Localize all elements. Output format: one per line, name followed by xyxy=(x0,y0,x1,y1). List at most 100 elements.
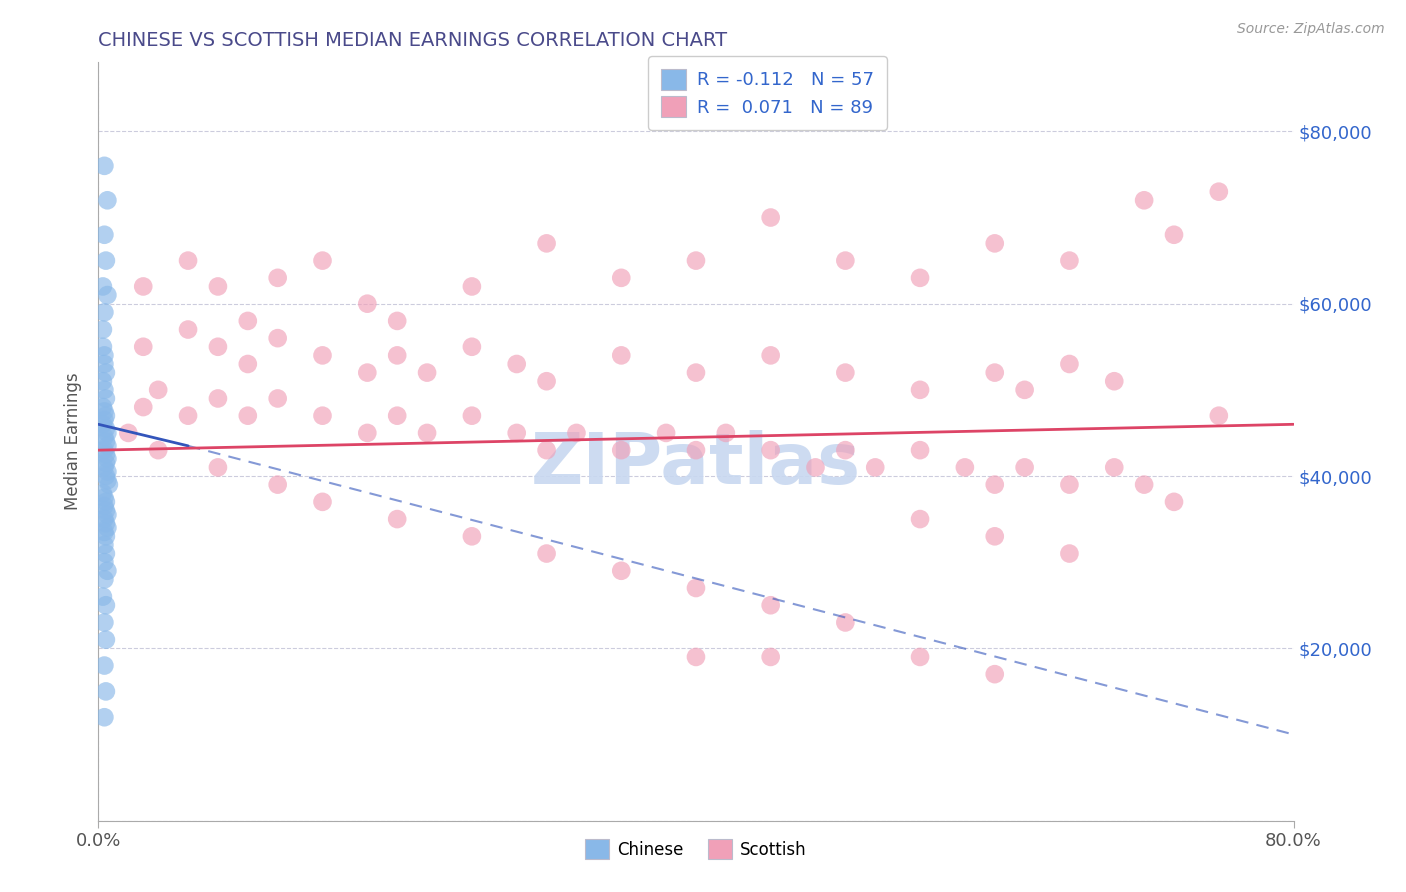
Point xyxy=(908,383,931,397)
Point xyxy=(94,516,117,531)
Point xyxy=(461,409,484,423)
Point xyxy=(97,477,120,491)
Point xyxy=(93,383,115,397)
Point xyxy=(96,521,118,535)
Point xyxy=(93,430,115,444)
Point xyxy=(506,357,529,371)
Point xyxy=(461,279,484,293)
Point xyxy=(356,425,378,440)
Point xyxy=(132,400,155,414)
Point xyxy=(94,422,117,436)
Point xyxy=(267,477,290,491)
Point xyxy=(96,564,118,578)
Point xyxy=(953,460,976,475)
Point xyxy=(1104,374,1126,388)
Point xyxy=(96,439,118,453)
Text: Source: ZipAtlas.com: Source: ZipAtlas.com xyxy=(1237,22,1385,37)
Point xyxy=(1133,194,1156,208)
Point xyxy=(984,667,1007,681)
Point xyxy=(94,495,117,509)
Point xyxy=(536,236,558,251)
Point xyxy=(96,465,118,479)
Point xyxy=(565,425,588,440)
Point xyxy=(267,392,290,406)
Point xyxy=(94,366,117,380)
Point xyxy=(94,632,117,647)
Point xyxy=(536,374,558,388)
Point xyxy=(356,366,378,380)
Point xyxy=(148,443,170,458)
Point xyxy=(93,524,115,539)
Point xyxy=(93,555,115,569)
Point xyxy=(1059,547,1081,561)
Text: CHINESE VS SCOTTISH MEDIAN EARNINGS CORRELATION CHART: CHINESE VS SCOTTISH MEDIAN EARNINGS CORR… xyxy=(98,30,727,50)
Point xyxy=(177,253,200,268)
Point xyxy=(93,227,115,242)
Point xyxy=(1059,477,1081,491)
Point xyxy=(1133,477,1156,491)
Legend: Chinese, Scottish: Chinese, Scottish xyxy=(579,833,813,865)
Point xyxy=(610,270,633,285)
Point xyxy=(96,425,118,440)
Point xyxy=(1163,227,1185,242)
Point xyxy=(834,615,856,630)
Point xyxy=(93,491,115,505)
Point xyxy=(94,684,117,698)
Point xyxy=(93,573,115,587)
Point xyxy=(311,495,333,509)
Point xyxy=(94,392,117,406)
Point xyxy=(1163,495,1185,509)
Point xyxy=(93,460,115,475)
Point xyxy=(117,425,139,440)
Point xyxy=(94,447,117,461)
Point xyxy=(804,460,827,475)
Point xyxy=(148,383,170,397)
Point xyxy=(685,253,707,268)
Point xyxy=(1208,409,1230,423)
Point xyxy=(536,443,558,458)
Point xyxy=(207,460,229,475)
Point xyxy=(94,503,117,517)
Point xyxy=(1014,383,1036,397)
Point xyxy=(93,443,115,458)
Point xyxy=(685,443,707,458)
Point xyxy=(207,279,229,293)
Point xyxy=(908,270,931,285)
Point xyxy=(385,409,409,423)
Point xyxy=(96,508,118,522)
Point xyxy=(91,279,114,293)
Point xyxy=(93,710,115,724)
Point xyxy=(93,404,115,418)
Point xyxy=(96,288,118,302)
Point xyxy=(94,434,117,449)
Point xyxy=(91,400,114,414)
Point xyxy=(759,211,782,225)
Point xyxy=(759,443,782,458)
Point xyxy=(91,417,114,432)
Point xyxy=(385,512,409,526)
Point xyxy=(311,348,333,362)
Point xyxy=(385,348,409,362)
Point xyxy=(1059,357,1081,371)
Point xyxy=(236,409,259,423)
Point xyxy=(91,374,114,388)
Point xyxy=(94,253,117,268)
Point xyxy=(93,357,115,371)
Point xyxy=(236,314,259,328)
Point xyxy=(1059,253,1081,268)
Point xyxy=(834,253,856,268)
Point xyxy=(908,649,931,664)
Point xyxy=(865,460,887,475)
Point xyxy=(834,366,856,380)
Point xyxy=(984,477,1007,491)
Point xyxy=(416,366,439,380)
Point xyxy=(207,392,229,406)
Point xyxy=(610,348,633,362)
Point xyxy=(984,236,1007,251)
Point xyxy=(96,473,118,487)
Point xyxy=(759,599,782,613)
Point xyxy=(416,425,439,440)
Point xyxy=(714,425,737,440)
Point xyxy=(94,409,117,423)
Point xyxy=(96,194,118,208)
